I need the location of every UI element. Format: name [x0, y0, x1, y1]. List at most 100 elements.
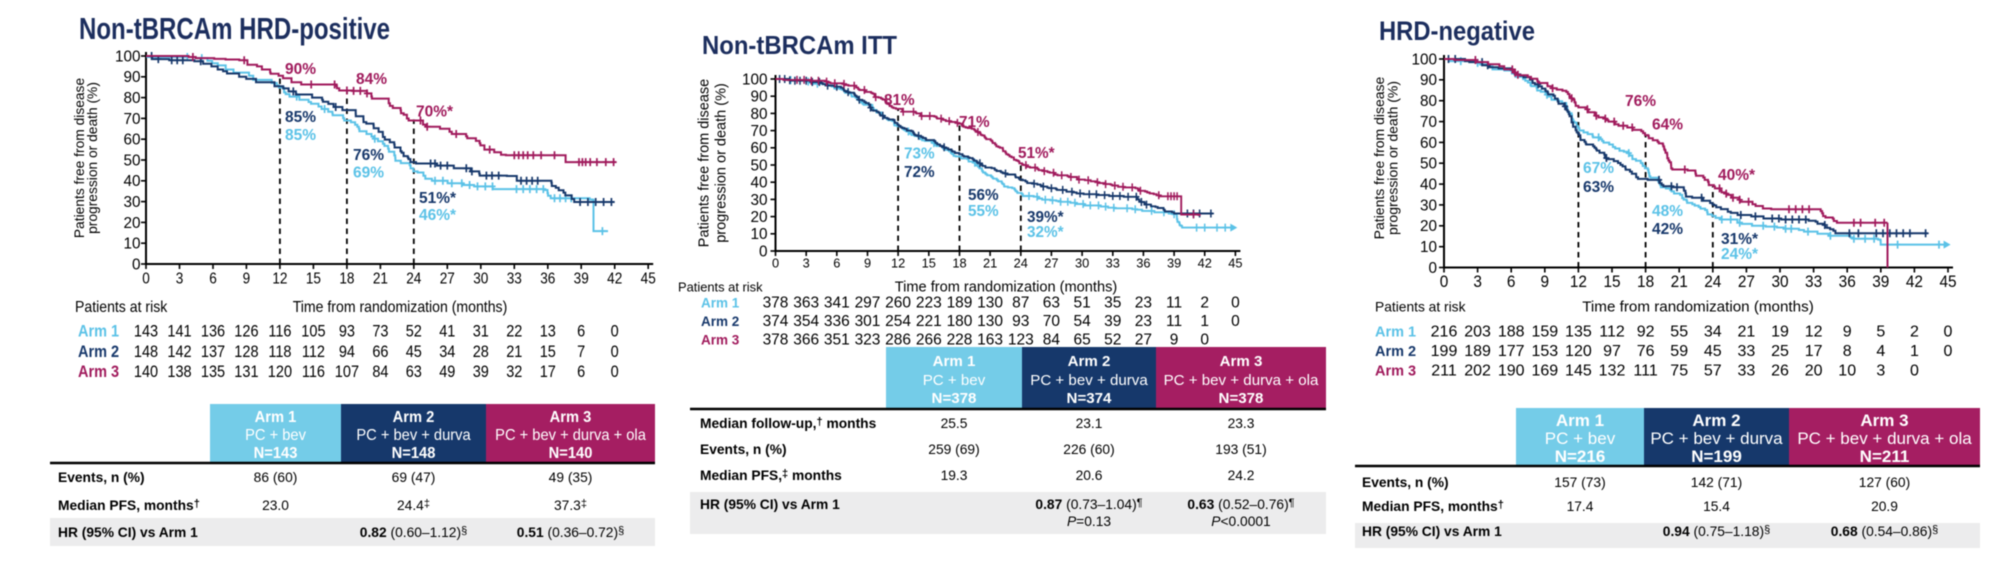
svg-text:15: 15: [1603, 274, 1620, 291]
svg-text:50: 50: [1420, 156, 1437, 173]
svg-text:5: 5: [1876, 324, 1885, 341]
svg-text:40: 40: [1420, 177, 1437, 194]
svg-text:39: 39: [473, 363, 489, 381]
svg-text:45: 45: [406, 343, 422, 361]
svg-text:97: 97: [1603, 343, 1621, 360]
svg-text:93: 93: [1012, 313, 1029, 330]
svg-text:112: 112: [1599, 324, 1625, 341]
svg-text:Arm 1: Arm 1: [255, 409, 297, 426]
svg-text:0: 0: [1231, 295, 1240, 312]
svg-text:0.87 (0.73–1.04)¶: 0.87 (0.73–1.04)¶: [1035, 497, 1142, 512]
svg-text:127 (60): 127 (60): [1859, 475, 1910, 490]
svg-text:Patients free from disease: Patients free from disease: [1371, 76, 1387, 239]
svg-text:51: 51: [1073, 295, 1090, 312]
svg-text:36: 36: [540, 271, 555, 288]
svg-text:17: 17: [540, 363, 556, 381]
svg-text:85%: 85%: [285, 109, 316, 126]
svg-text:0: 0: [1200, 332, 1209, 349]
svg-text:100: 100: [115, 48, 141, 65]
svg-text:Arm 1: Arm 1: [78, 323, 119, 341]
svg-text:90: 90: [123, 69, 140, 86]
svg-text:42: 42: [607, 271, 622, 288]
svg-text:116: 116: [302, 363, 325, 381]
svg-text:N=143: N=143: [254, 445, 298, 462]
svg-text:Patients at risk: Patients at risk: [1375, 300, 1466, 315]
svg-text:69 (47): 69 (47): [392, 470, 436, 485]
svg-text:8: 8: [1843, 343, 1852, 360]
svg-text:140: 140: [134, 363, 159, 381]
svg-text:9: 9: [243, 271, 251, 288]
svg-text:69%: 69%: [353, 165, 384, 182]
svg-text:42%: 42%: [1652, 221, 1683, 238]
svg-text:137: 137: [201, 343, 225, 361]
svg-text:84%: 84%: [356, 71, 387, 88]
svg-text:9: 9: [1170, 332, 1179, 349]
svg-text:Median PFS, months†: Median PFS, months†: [1362, 499, 1504, 514]
svg-text:73%: 73%: [904, 146, 935, 163]
svg-text:Non-tBRCAm HRD-positive: Non-tBRCAm HRD-positive: [79, 11, 390, 46]
svg-text:33: 33: [1738, 362, 1756, 379]
svg-text:163: 163: [977, 332, 1003, 349]
svg-text:20: 20: [1420, 218, 1437, 235]
svg-text:34: 34: [439, 343, 455, 361]
svg-text:120: 120: [1565, 343, 1592, 360]
svg-text:107: 107: [335, 363, 359, 381]
svg-text:10: 10: [123, 236, 140, 253]
svg-text:180: 180: [947, 313, 973, 330]
svg-text:7: 7: [577, 343, 585, 361]
svg-text:0.94 (0.75–1.18)§: 0.94 (0.75–1.18)§: [1663, 524, 1770, 539]
svg-text:132: 132: [1599, 362, 1626, 379]
svg-text:12: 12: [1570, 274, 1587, 291]
svg-text:260: 260: [885, 295, 911, 312]
svg-text:39: 39: [1104, 313, 1121, 330]
svg-text:9: 9: [1541, 274, 1550, 291]
svg-text:0: 0: [1231, 313, 1240, 330]
svg-text:Median PFS, months†: Median PFS, months†: [58, 498, 200, 513]
svg-text:23.0: 23.0: [262, 498, 289, 513]
svg-text:45: 45: [1704, 343, 1722, 360]
svg-text:23.1: 23.1: [1076, 416, 1103, 431]
svg-text:80: 80: [1420, 93, 1437, 110]
svg-text:Patients free from disease: Patients free from disease: [697, 79, 713, 247]
svg-text:378: 378: [763, 332, 789, 349]
svg-text:153: 153: [1531, 343, 1558, 360]
svg-text:90: 90: [1420, 72, 1437, 89]
svg-text:177: 177: [1498, 343, 1525, 360]
svg-text:59: 59: [1670, 343, 1688, 360]
svg-text:143: 143: [134, 323, 158, 341]
svg-text:Patients at risk: Patients at risk: [75, 298, 168, 316]
svg-text:HR (95% CI) vs Arm 1: HR (95% CI) vs Arm 1: [1362, 524, 1502, 539]
svg-text:24.2: 24.2: [1228, 468, 1255, 483]
svg-text:19.3: 19.3: [941, 468, 968, 483]
svg-text:55%: 55%: [968, 203, 999, 220]
svg-text:116: 116: [268, 323, 291, 341]
svg-text:0.68 (0.54–0.86)§: 0.68 (0.54–0.86)§: [1831, 524, 1938, 539]
svg-text:6: 6: [209, 271, 217, 288]
svg-text:3: 3: [803, 256, 810, 271]
svg-text:28: 28: [473, 343, 489, 361]
svg-text:42: 42: [1906, 274, 1923, 291]
svg-text:130: 130: [977, 313, 1003, 330]
svg-text:6: 6: [833, 256, 840, 271]
svg-text:6: 6: [577, 323, 585, 341]
svg-text:136: 136: [201, 323, 225, 341]
svg-text:30: 30: [1771, 274, 1788, 291]
svg-text:157 (73): 157 (73): [1554, 475, 1605, 490]
svg-text:41: 41: [439, 323, 455, 341]
svg-text:2: 2: [1200, 295, 1209, 312]
svg-text:0: 0: [759, 243, 768, 260]
svg-text:378: 378: [763, 295, 789, 312]
svg-text:39%*: 39%*: [1027, 209, 1064, 226]
svg-text:26: 26: [1771, 362, 1789, 379]
svg-text:76: 76: [1637, 343, 1655, 360]
svg-text:48%: 48%: [1652, 203, 1683, 220]
svg-text:45: 45: [1228, 256, 1242, 271]
svg-text:Events, n (%): Events, n (%): [58, 470, 145, 485]
svg-text:9: 9: [1843, 324, 1852, 341]
svg-text:27: 27: [440, 271, 455, 288]
svg-text:Arm 1: Arm 1: [701, 296, 740, 311]
svg-text:Non-tBRCAm ITT: Non-tBRCAm ITT: [702, 30, 897, 60]
svg-text:24%*: 24%*: [1721, 246, 1759, 263]
svg-text:40: 40: [750, 175, 767, 192]
svg-text:Events, n (%): Events, n (%): [1362, 475, 1449, 490]
